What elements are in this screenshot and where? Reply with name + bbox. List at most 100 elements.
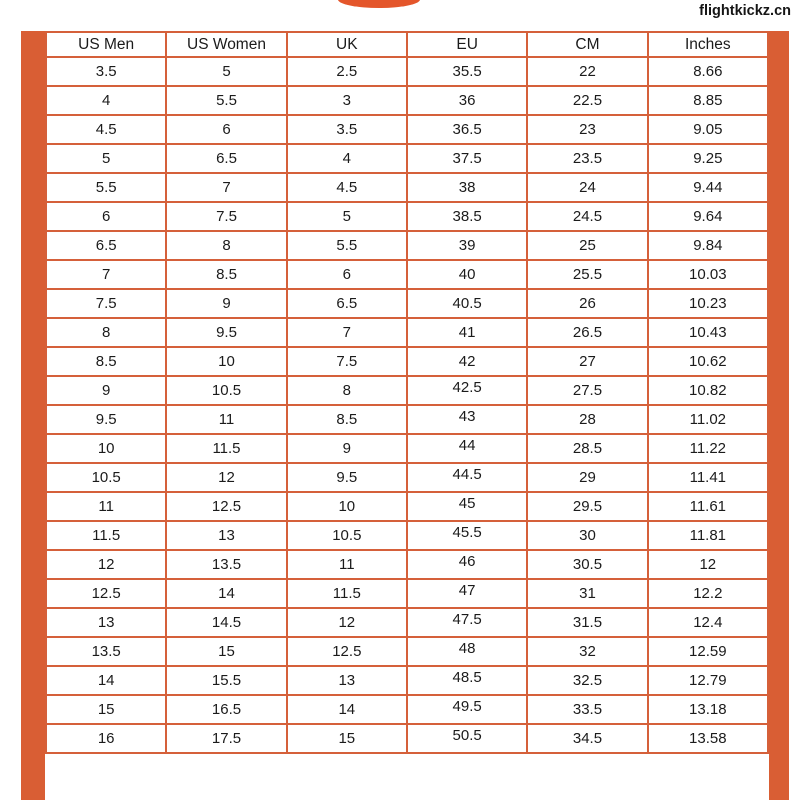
table-cell: 6.5 xyxy=(165,143,288,174)
table-cell: 12.5 xyxy=(45,578,168,609)
table-cell: 28.5 xyxy=(526,433,649,464)
table-row: 6.5 8 5.5 39 25 9.84 xyxy=(45,230,769,261)
size-chart-frame: US Men US Women UK EU CM Inches 3.5 5 2.5 35.5 22… xyxy=(21,31,789,800)
table-cell: 9 xyxy=(285,433,408,464)
table-cell: 12.59 xyxy=(646,636,769,667)
table-cell: 12.4 xyxy=(646,607,769,638)
table-cell: 7 xyxy=(45,259,168,290)
table-cell: 12.79 xyxy=(646,665,769,696)
table-cell: 10.82 xyxy=(646,375,769,406)
table-cell: 12 xyxy=(285,607,408,638)
table-row: 13 14.5 12 47.5 31.5 12.4 xyxy=(45,607,769,638)
table-cell: 16 xyxy=(45,723,168,754)
table-cell: 25 xyxy=(526,230,649,261)
table-cell: 8.85 xyxy=(646,85,769,116)
table-row: 8 9.5 7 41 26.5 10.43 xyxy=(45,317,769,348)
table-cell: 11.5 xyxy=(285,578,408,609)
table-cell: 4.5 xyxy=(45,114,168,145)
table-cell: 4 xyxy=(285,143,408,174)
table-row: 6 7.5 5 38.5 24.5 9.64 xyxy=(45,201,769,232)
table-cell: 14 xyxy=(45,665,168,696)
table-cell: 27.5 xyxy=(526,375,649,406)
table-row: 7 8.5 6 40 25.5 10.03 xyxy=(45,259,769,290)
table-cell: 10 xyxy=(285,491,408,522)
table-cell: 30.5 xyxy=(526,549,649,580)
table-row: 3.5 5 2.5 35.5 22 8.66 xyxy=(45,56,769,87)
table-row: 5 6.5 4 37.5 23.5 9.25 xyxy=(45,143,769,174)
table-cell: 11.02 xyxy=(646,404,769,435)
table-cell: 12.5 xyxy=(165,491,288,522)
column-header: UK xyxy=(285,31,408,58)
column-header: Inches xyxy=(646,31,769,58)
table-cell: 31 xyxy=(526,578,649,609)
table-cell: 9.25 xyxy=(646,143,769,174)
table-cell: 24 xyxy=(526,172,649,203)
table-cell: 30 xyxy=(526,520,649,551)
table-cell: 12.2 xyxy=(646,578,769,609)
table-cell: 26 xyxy=(526,288,649,319)
table-cell: 43 xyxy=(405,404,529,435)
table-cell: 9.84 xyxy=(646,230,769,261)
table-cell: 15 xyxy=(165,636,288,667)
table-cell: 13 xyxy=(165,520,288,551)
table-cell: 6.5 xyxy=(45,230,168,261)
table-cell: 11.81 xyxy=(646,520,769,551)
table-cell: 11.5 xyxy=(45,520,168,551)
table-cell: 9 xyxy=(45,375,168,406)
table-row: 14 15.5 13 48.5 32.5 12.79 xyxy=(45,665,769,696)
table-cell: 9.5 xyxy=(165,317,288,348)
column-header: US Men xyxy=(45,31,168,58)
table-cell: 42.5 xyxy=(405,375,529,406)
table-cell: 11 xyxy=(285,549,408,580)
table-cell: 14.5 xyxy=(165,607,288,638)
table-cell: 13.5 xyxy=(165,549,288,580)
table-cell: 22 xyxy=(526,56,649,87)
table-cell: 9.5 xyxy=(45,404,168,435)
table-cell: 8 xyxy=(165,230,288,261)
table-cell: 3.5 xyxy=(45,56,168,87)
table-cell: 46 xyxy=(405,549,529,580)
table-cell: 12.5 xyxy=(285,636,408,667)
table-cell: 29 xyxy=(526,462,649,493)
table-cell: 41 xyxy=(405,317,529,348)
table-row: 10 11.5 9 44 28.5 11.22 xyxy=(45,433,769,464)
table-cell: 7 xyxy=(165,172,288,203)
table-cell: 13.18 xyxy=(646,694,769,725)
table-cell: 8 xyxy=(285,375,408,406)
table-cell: 10.5 xyxy=(165,375,288,406)
table-cell: 48 xyxy=(405,636,529,667)
table-cell: 44 xyxy=(405,433,529,464)
table-cell: 36.5 xyxy=(405,114,529,145)
table-cell: 6 xyxy=(285,259,408,290)
table-cell: 47 xyxy=(405,578,529,609)
table-cell: 40 xyxy=(405,259,529,290)
table-row: 13.5 15 12.5 48 32 12.59 xyxy=(45,636,769,667)
table-cell: 10.03 xyxy=(646,259,769,290)
table-cell: 49.5 xyxy=(405,694,529,725)
table-cell: 5 xyxy=(45,143,168,174)
size-conversion-table: US Men US Women UK EU CM Inches 3.5 5 2.5 35.5 22… xyxy=(45,31,769,754)
table-row: 11.5 13 10.5 45.5 30 11.81 xyxy=(45,520,769,551)
table-row: 10.5 12 9.5 44.5 29 11.41 xyxy=(45,462,769,493)
table-cell: 9 xyxy=(165,288,288,319)
table-cell: 9.64 xyxy=(646,201,769,232)
table-cell: 5.5 xyxy=(285,230,408,261)
column-header: US Women xyxy=(165,31,288,58)
table-cell: 14 xyxy=(285,694,408,725)
table-cell: 22.5 xyxy=(526,85,649,116)
table-cell: 37.5 xyxy=(405,143,529,174)
table-cell: 5 xyxy=(285,201,408,232)
table-cell: 13.5 xyxy=(45,636,168,667)
table-cell: 5.5 xyxy=(165,85,288,116)
table-cell: 6.5 xyxy=(285,288,408,319)
table-cell: 38 xyxy=(405,172,529,203)
table-cell: 34.5 xyxy=(526,723,649,754)
table-cell: 8.5 xyxy=(45,346,168,377)
table-cell: 6 xyxy=(45,201,168,232)
table-cell: 23 xyxy=(526,114,649,145)
table-cell: 28 xyxy=(526,404,649,435)
table-cell: 16.5 xyxy=(165,694,288,725)
table-cell: 39 xyxy=(405,230,529,261)
table-cell: 13 xyxy=(45,607,168,638)
table-cell: 10.5 xyxy=(285,520,408,551)
